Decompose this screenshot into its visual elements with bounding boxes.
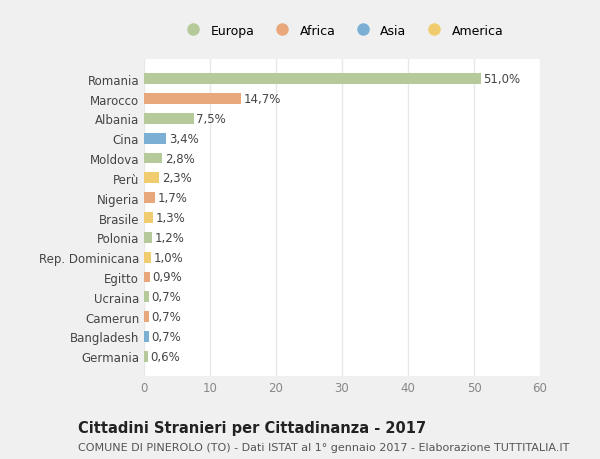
Bar (144, 292, 149, 302)
Text: 7,5%: 7,5% (196, 112, 226, 126)
Text: 0,7%: 0,7% (151, 291, 181, 304)
Bar (144, 272, 150, 283)
Text: 2,8%: 2,8% (165, 152, 195, 165)
Text: 1,3%: 1,3% (155, 212, 185, 224)
Text: 0,6%: 0,6% (151, 350, 181, 363)
Bar (144, 252, 151, 263)
Bar (144, 312, 149, 322)
Bar (144, 94, 241, 105)
Bar (144, 134, 166, 144)
Text: 0,7%: 0,7% (151, 330, 181, 343)
Bar (144, 213, 152, 224)
Bar (144, 153, 163, 164)
Text: 14,7%: 14,7% (244, 93, 281, 106)
Text: Cittadini Stranieri per Cittadinanza - 2017: Cittadini Stranieri per Cittadinanza - 2… (78, 420, 426, 435)
Text: 3,4%: 3,4% (169, 132, 199, 146)
Text: 0,7%: 0,7% (151, 310, 181, 324)
Bar (144, 74, 481, 85)
Bar (144, 331, 149, 342)
Text: 51,0%: 51,0% (483, 73, 520, 86)
Text: 1,0%: 1,0% (153, 251, 183, 264)
Text: 2,3%: 2,3% (162, 172, 191, 185)
Text: 1,7%: 1,7% (158, 192, 188, 205)
Bar (144, 351, 148, 362)
Text: 0,9%: 0,9% (152, 271, 182, 284)
Text: 1,2%: 1,2% (155, 231, 184, 244)
Bar (144, 232, 152, 243)
Bar (144, 173, 159, 184)
Bar (144, 114, 193, 124)
Bar (144, 193, 155, 204)
Text: COMUNE DI PINEROLO (TO) - Dati ISTAT al 1° gennaio 2017 - Elaborazione TUTTITALI: COMUNE DI PINEROLO (TO) - Dati ISTAT al … (78, 442, 569, 452)
Legend: Europa, Africa, Asia, America: Europa, Africa, Asia, America (181, 25, 503, 38)
